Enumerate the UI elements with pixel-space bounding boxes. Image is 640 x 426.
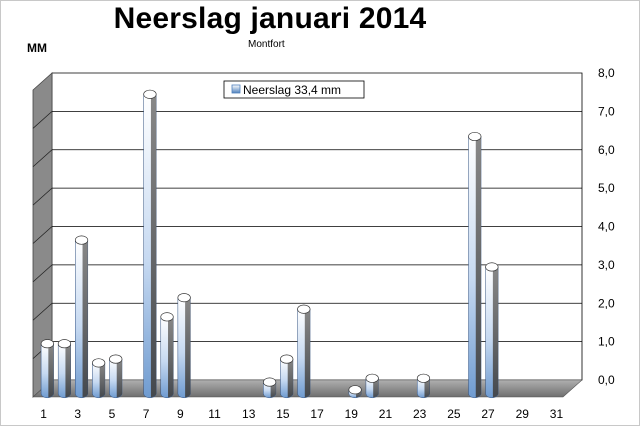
legend-label: Neerslag 33,4 mm (243, 83, 341, 97)
x-tick-label: 1 (40, 407, 47, 421)
gridline-side (32, 111, 53, 129)
x-tick-label: 23 (413, 407, 427, 421)
gridline-side (32, 226, 53, 244)
bar (109, 354, 123, 399)
bar (92, 358, 106, 399)
bar (416, 373, 431, 399)
chart-subtitle: Montfort (248, 39, 285, 50)
x-tick-label: 25 (447, 407, 461, 421)
x-axis-ticks: 1 3 5 7 9 11 13 15 17 19 21 23 25 27 29 31 (40, 407, 563, 421)
y-tick-label: 7,0 (598, 104, 615, 118)
y-axis-ticks: 0,0 1,0 2,0 3,0 4,0 5,0 6,0 7,0 8,0 (598, 66, 615, 387)
bar (263, 377, 277, 399)
chart-title: Neerslag januari 2014 (113, 2, 427, 35)
x-tick-label: 15 (276, 407, 290, 421)
x-tick-label: 7 (143, 407, 150, 421)
bar (177, 293, 191, 399)
x-tick-label: 13 (242, 407, 256, 421)
gridline-side (32, 187, 53, 206)
legend-swatch (231, 84, 241, 94)
gridline-side (32, 149, 53, 168)
bar (280, 354, 294, 399)
gridline-side (32, 302, 53, 321)
y-tick-label: 4,0 (598, 220, 615, 234)
x-tick-label: 11 (208, 407, 221, 421)
bar (297, 304, 311, 399)
bar (143, 89, 157, 399)
bar (160, 312, 174, 399)
y-tick-label: 5,0 (598, 181, 615, 195)
y-tick-label: 8,0 (598, 66, 615, 80)
legend-box (223, 80, 365, 99)
bar (468, 131, 482, 399)
x-tick-label: 27 (481, 407, 495, 421)
bar (40, 339, 54, 399)
y-tick-label: 1,0 (598, 335, 615, 349)
legend: Neerslag 33,4 mm (223, 80, 365, 99)
x-tick-label: 21 (379, 407, 393, 421)
x-tick-label: 5 (109, 407, 116, 421)
y-tick-label: 3,0 (598, 258, 615, 272)
bar (485, 262, 499, 399)
x-tick-label: 31 (550, 407, 564, 421)
bar (57, 339, 72, 399)
y-tick-label: 2,0 (598, 296, 615, 310)
y-tick-label: 0,0 (598, 373, 615, 387)
gridline-side (32, 264, 53, 283)
x-tick-label: 9 (177, 407, 184, 421)
bar-series (40, 89, 499, 399)
y-axis-unit-label: MM (27, 41, 47, 55)
x-tick-label: 3 (74, 407, 81, 421)
x-tick-label: 19 (345, 407, 359, 421)
y-tick-label: 6,0 (598, 143, 615, 157)
bar (348, 385, 362, 399)
bar (74, 235, 89, 399)
bar (365, 373, 379, 399)
x-tick-label: 29 (516, 407, 530, 421)
x-tick-label: 17 (310, 407, 324, 421)
